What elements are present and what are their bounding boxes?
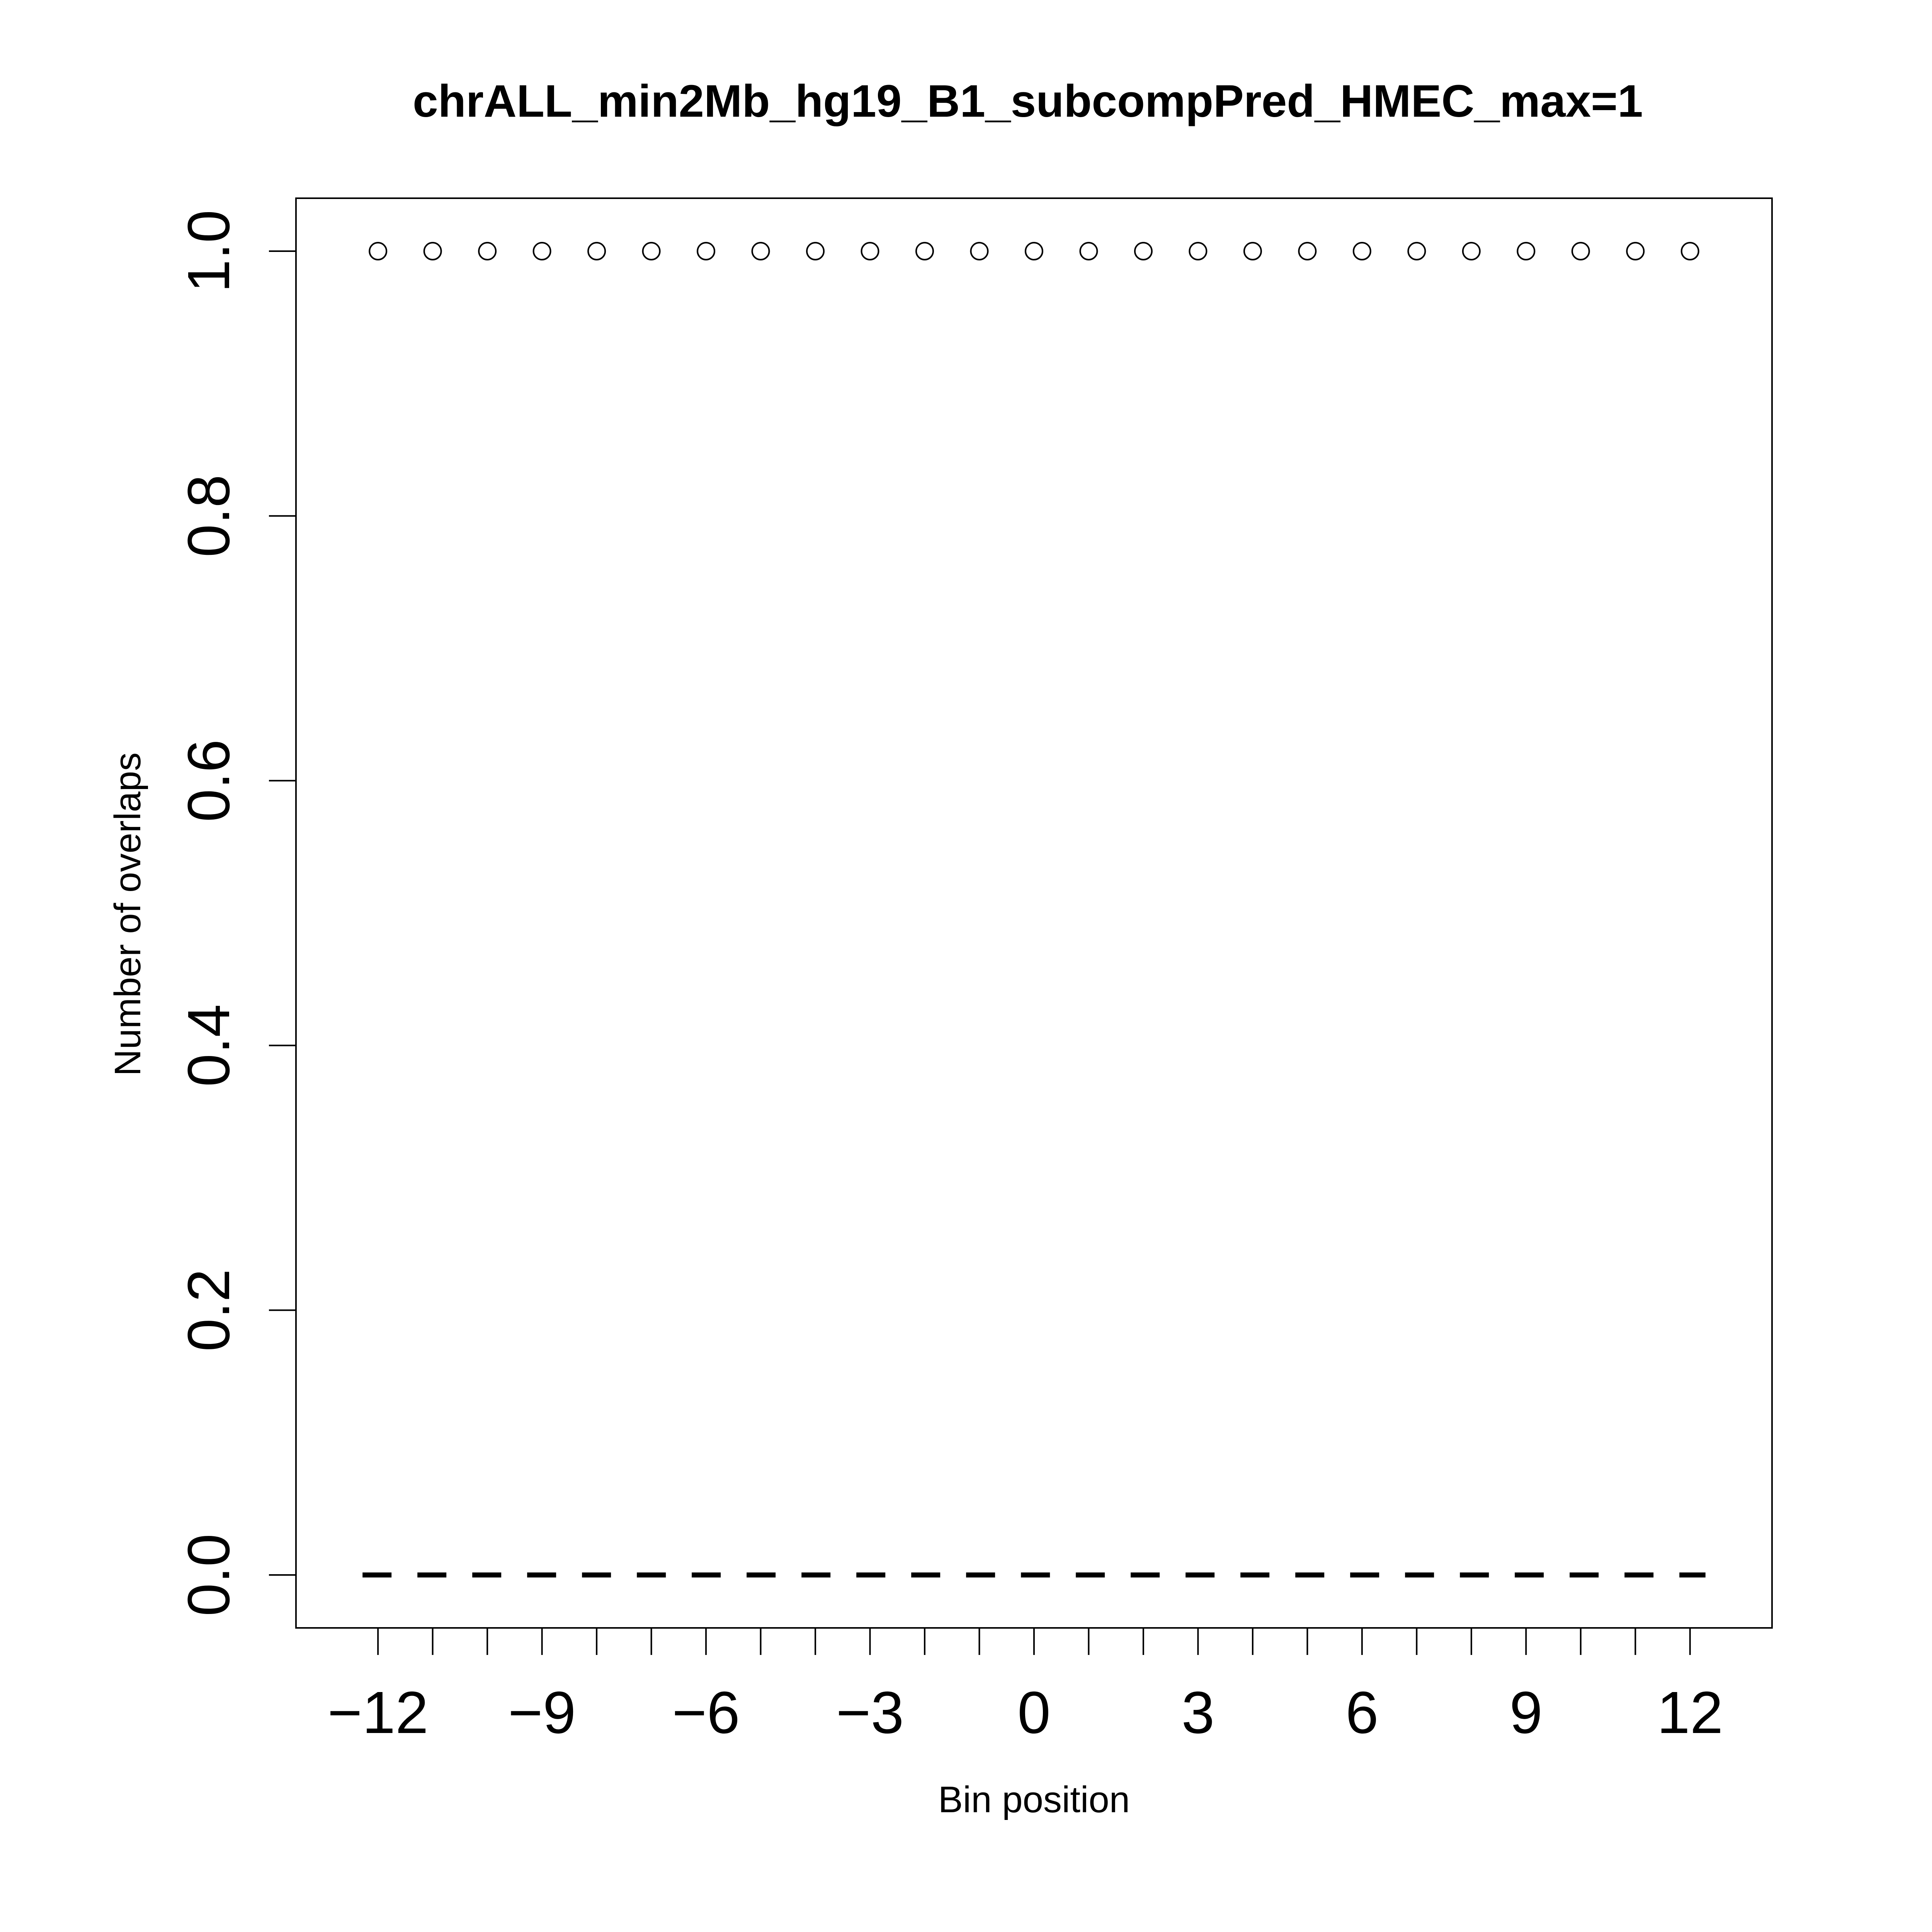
data-point — [423, 242, 442, 261]
x-tick-label: 9 — [1510, 1679, 1543, 1746]
data-point — [1517, 242, 1536, 261]
data-point — [1407, 242, 1426, 261]
x-tick-label: 3 — [1182, 1679, 1215, 1746]
data-point — [1243, 242, 1262, 261]
y-tick-label: 0.2 — [175, 1269, 242, 1352]
x-axis: −12 −9 −6 −3 0 3 6 9 12 — [328, 1627, 1723, 1746]
data-point — [1626, 242, 1645, 261]
chart-title: chrALL_min2Mb_hg19_B1_subcompPred_HMEC_m… — [413, 76, 1643, 127]
data-point — [642, 242, 661, 261]
data-points — [369, 242, 1699, 261]
x-tick-label: −9 — [508, 1679, 576, 1746]
data-point — [861, 242, 879, 261]
data-point — [806, 242, 825, 261]
data-point — [1680, 242, 1699, 261]
y-tick-label: 0.4 — [175, 1004, 242, 1087]
y-tick-label: 0.0 — [175, 1534, 242, 1616]
x-tick-label: 0 — [1017, 1679, 1051, 1746]
x-tick-label: −6 — [672, 1679, 740, 1746]
x-axis-label: Bin position — [938, 1779, 1130, 1820]
x-tick-label: −3 — [836, 1679, 904, 1746]
y-tick-label: 1.0 — [175, 210, 242, 293]
data-point — [915, 242, 934, 261]
y-axis: 0.0 0.2 0.4 0.6 0.8 1.0 — [175, 210, 297, 1616]
data-point — [751, 242, 770, 261]
data-point — [1025, 242, 1043, 261]
y-axis-label: Number of overlaps — [107, 752, 148, 1076]
data-point — [478, 242, 497, 261]
data-point — [369, 242, 388, 261]
data-point — [1571, 242, 1590, 261]
x-tick-label: 6 — [1345, 1679, 1379, 1746]
y-tick-label: 0.6 — [175, 739, 242, 822]
data-point — [1352, 242, 1371, 261]
plot-frame — [295, 197, 1773, 1629]
data-point — [1079, 242, 1098, 261]
data-point — [1298, 242, 1317, 261]
data-point — [1134, 242, 1153, 261]
x-tick-label: −12 — [328, 1679, 429, 1746]
data-point — [1189, 242, 1208, 261]
data-point — [1462, 242, 1481, 261]
x-tick-label: 12 — [1657, 1679, 1723, 1746]
data-point — [587, 242, 606, 261]
data-point — [532, 242, 551, 261]
data-point — [970, 242, 989, 261]
y-tick-label: 0.8 — [175, 474, 242, 557]
data-point — [697, 242, 716, 261]
